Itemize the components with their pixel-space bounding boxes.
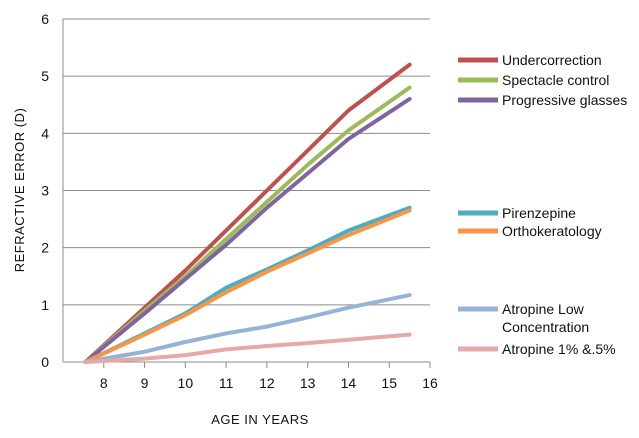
- y-tick-label: 4: [41, 125, 49, 141]
- y-tick-label: 1: [41, 297, 49, 313]
- series-line: [83, 208, 412, 364]
- legend-label: Progressive glasses: [502, 92, 627, 108]
- legend-label: Spectacle control: [502, 72, 609, 88]
- x-tick-label: 15: [381, 375, 397, 391]
- x-tick-label: 9: [141, 375, 149, 391]
- y-tick-label: 0: [41, 354, 49, 370]
- series-line: [83, 62, 412, 364]
- x-tick-label: 8: [100, 375, 108, 391]
- y-axis-title: REFRACTIVE ERROR (D): [12, 108, 27, 273]
- x-tick-label: 12: [259, 375, 275, 391]
- legend-item: Undercorrection: [458, 52, 602, 68]
- y-tick-label: 6: [41, 11, 49, 27]
- x-tick-label: 13: [300, 375, 316, 391]
- legend-label: Undercorrection: [502, 52, 602, 68]
- legend-label: Atropine 1% &.5%: [502, 341, 616, 357]
- x-axis-title: AGE IN YEARS: [211, 412, 309, 427]
- x-tick-label: 10: [178, 375, 194, 391]
- series-line: [83, 332, 412, 364]
- legend-item: Orthokeratology: [458, 223, 602, 239]
- x-tick-labels: 8 9 10 11 12 13 14 15 16: [100, 375, 438, 391]
- y-tick-label: 5: [41, 68, 49, 84]
- x-tick-label: 16: [422, 375, 438, 391]
- gridlines: [63, 18, 430, 306]
- legend-label: Atropine Low: [502, 301, 585, 317]
- series-line: [83, 293, 412, 364]
- legend-item: Atropine Low Concentration: [458, 301, 589, 335]
- legend-label: Concentration: [502, 319, 589, 335]
- legend-item: Pirenzepine: [458, 205, 576, 221]
- y-tick-label: 3: [41, 183, 49, 199]
- legend-label: Pirenzepine: [502, 205, 576, 221]
- x-tick-label: 11: [219, 375, 234, 391]
- legend-item: Progressive glasses: [458, 92, 627, 108]
- series-line: [83, 97, 412, 364]
- series-line: [83, 85, 412, 364]
- legend-item: Spectacle control: [458, 72, 609, 88]
- axes: [62, 19, 431, 368]
- series-lines: [83, 62, 412, 364]
- legend-item: Atropine 1% &.5%: [458, 341, 616, 357]
- legend-label: Orthokeratology: [502, 223, 602, 239]
- x-tick-label: 14: [341, 375, 357, 391]
- y-tick-label: 2: [41, 240, 49, 256]
- y-tick-labels: 0 1 2 3 4 5 6: [41, 11, 49, 370]
- legend: Undercorrection Spectacle control Progress…: [458, 52, 627, 357]
